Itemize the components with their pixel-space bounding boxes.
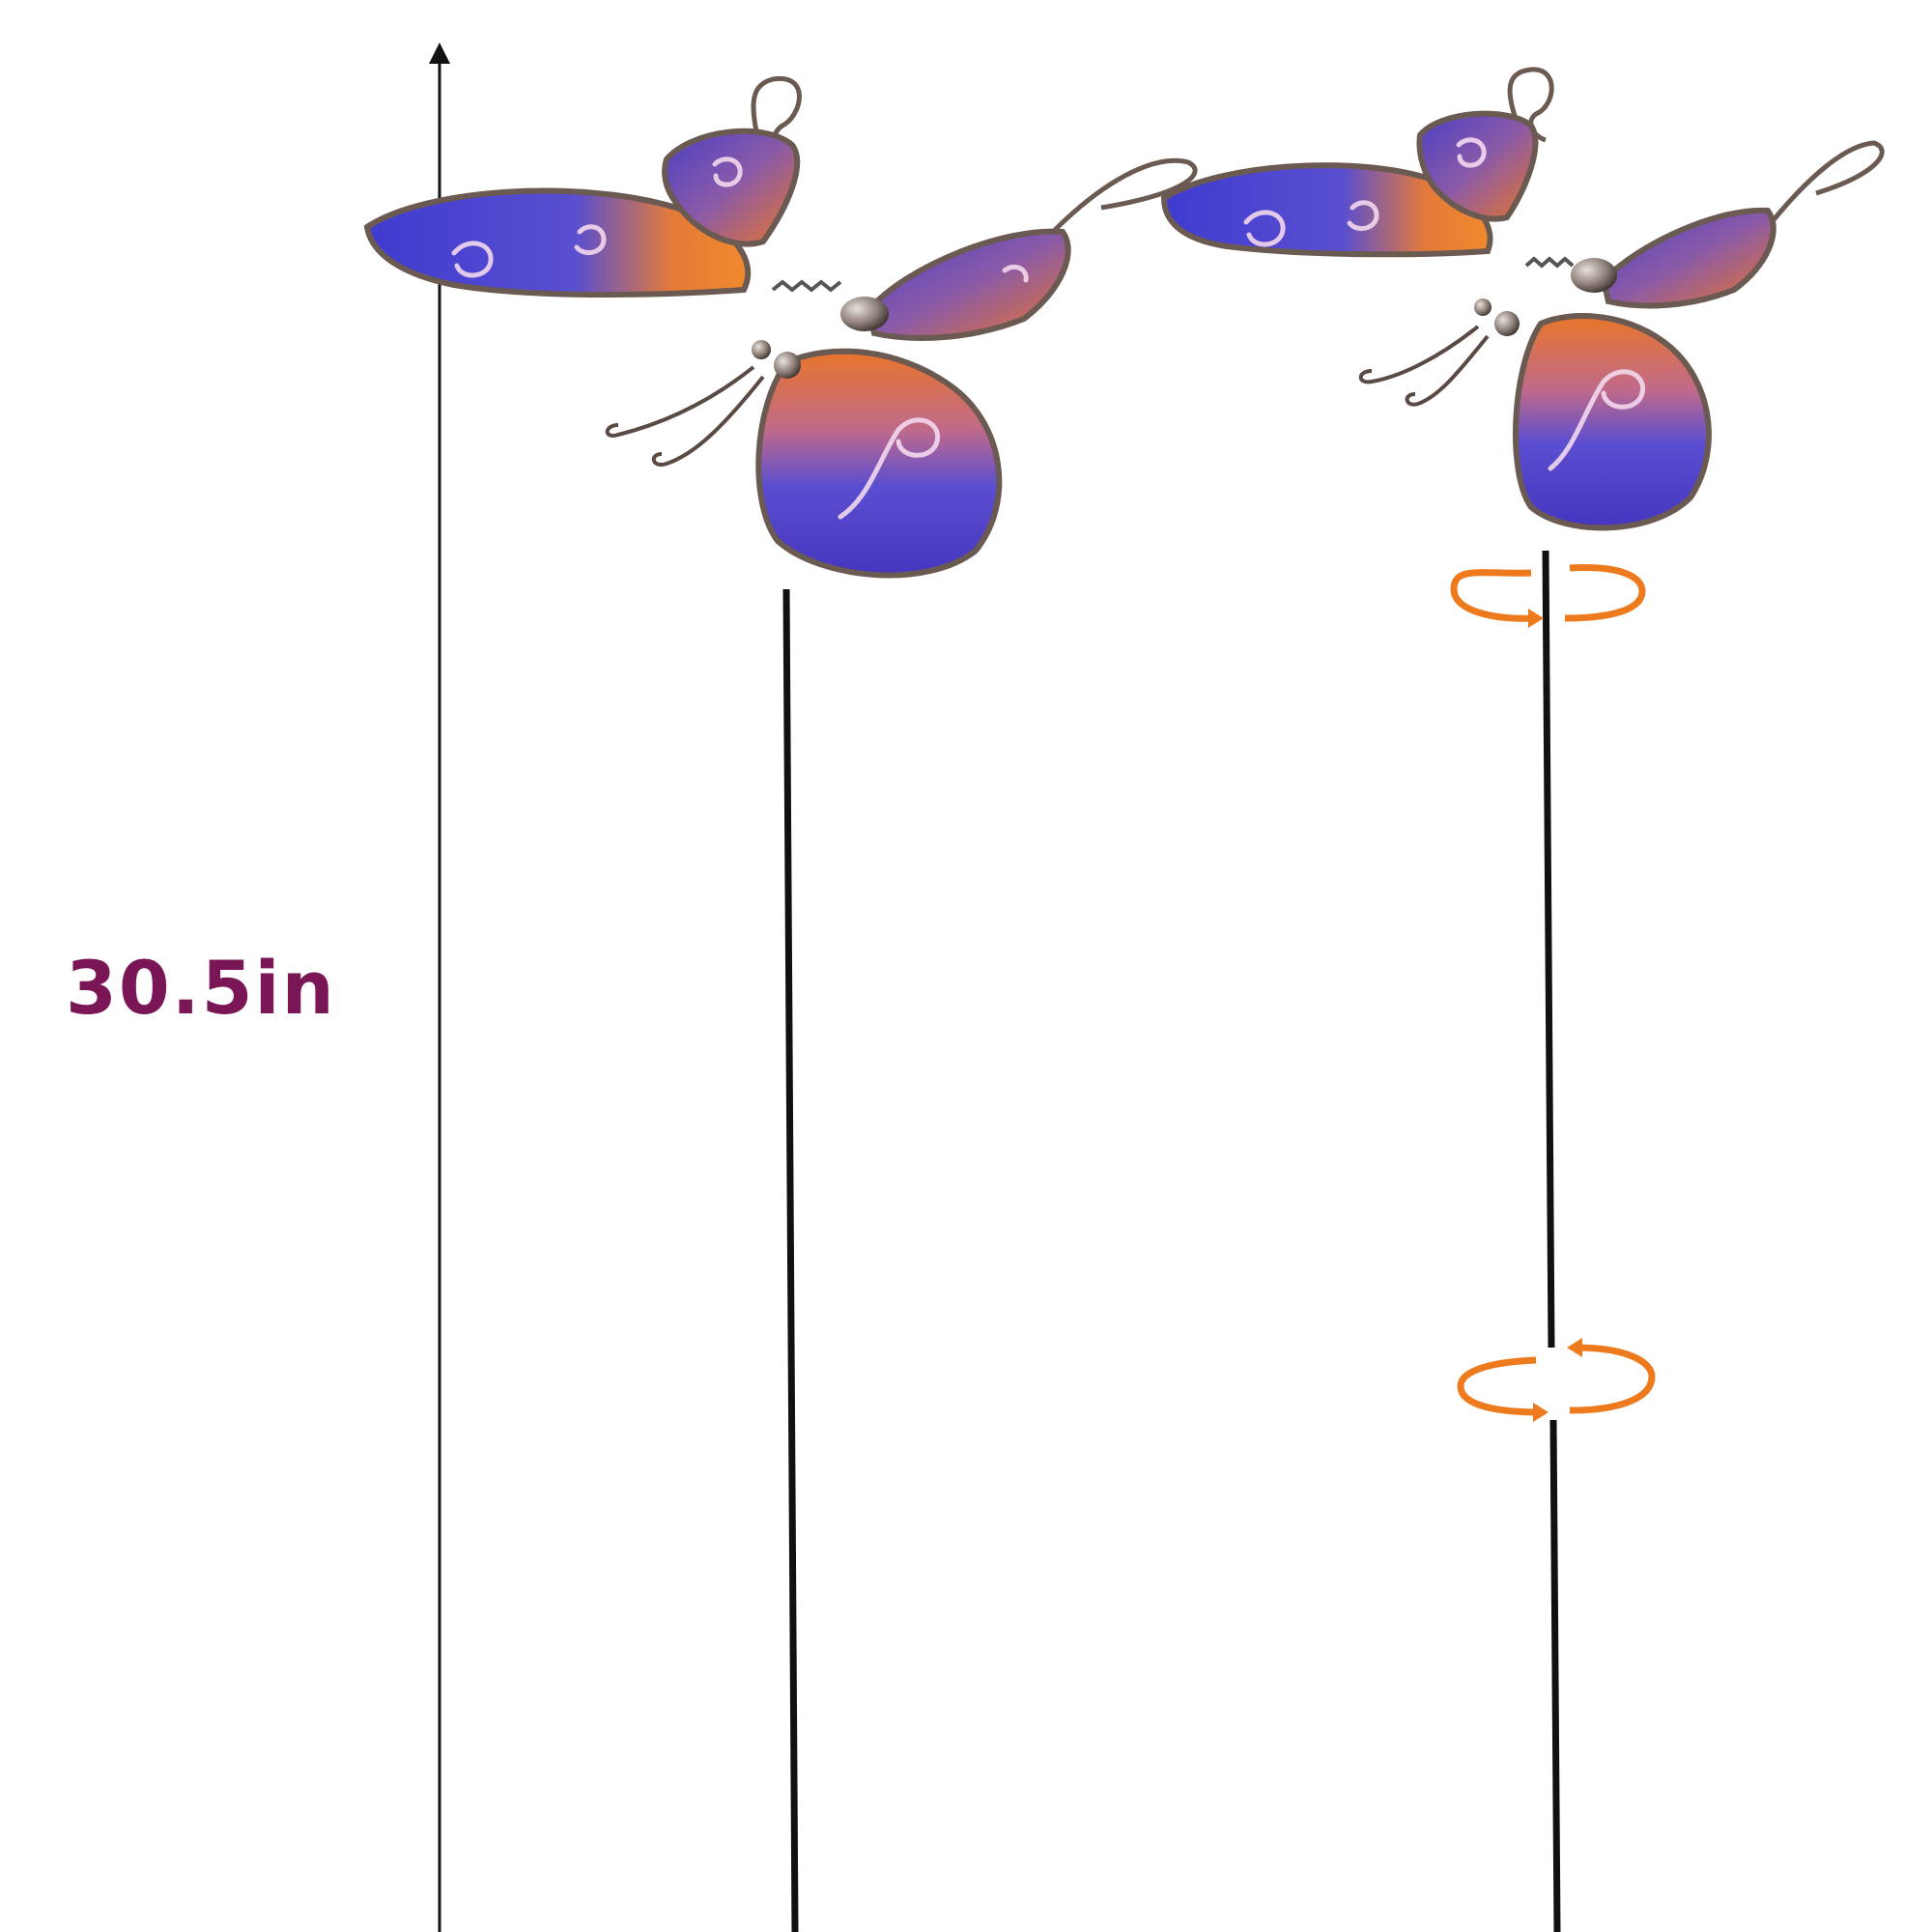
antenna	[605, 365, 755, 438]
butterfly-body	[840, 297, 889, 331]
butterfly-stake-exploded	[1160, 67, 1885, 1932]
butterfly-wing	[363, 187, 752, 298]
rotation-arrow-icon	[1450, 564, 1646, 628]
stake-rod-lower	[1549, 1419, 1561, 1932]
wire-loop	[1051, 157, 1198, 234]
butterfly-wing	[866, 228, 1071, 341]
stake-rod	[782, 588, 799, 1932]
antenna	[1405, 334, 1490, 407]
butterfly-wing	[662, 128, 801, 247]
butterfly-head	[774, 352, 801, 379]
antenna	[1358, 325, 1480, 384]
butterfly-wing	[1160, 162, 1493, 258]
height-dimension-label: 30.5in	[66, 945, 336, 1031]
butterfly-wing	[1600, 207, 1776, 309]
wire-loop	[1766, 140, 1885, 229]
butterfly-body	[1571, 258, 1617, 293]
spring-coil	[771, 279, 842, 293]
stake-rod-upper	[1542, 550, 1555, 1349]
butterfly-head	[1494, 311, 1520, 336]
butterfly-wing	[1513, 313, 1712, 531]
antenna	[651, 375, 765, 467]
height-dimension-arrow	[429, 43, 450, 1932]
spring-coil	[1524, 256, 1575, 269]
butterfly-stake-assembled	[363, 76, 1198, 1932]
rotation-arrow-icon	[1457, 1338, 1656, 1422]
